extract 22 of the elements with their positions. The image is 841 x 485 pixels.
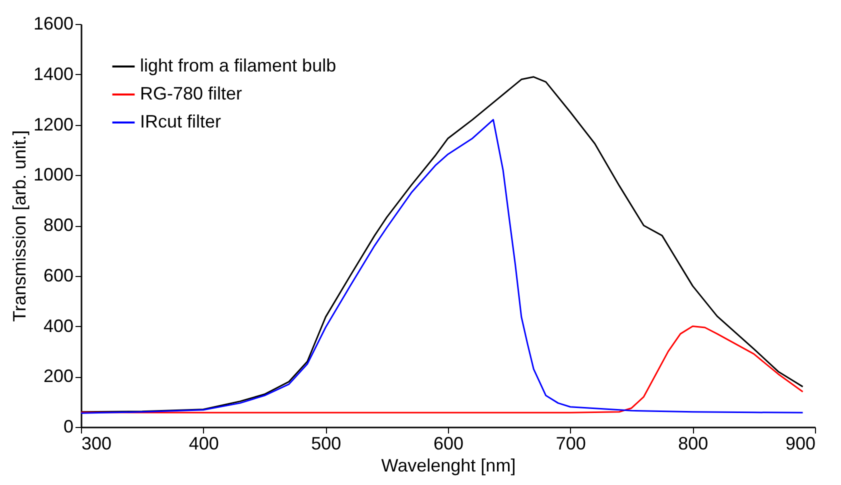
legend-label: RG-780 filter [140,84,242,104]
x-tick-label: 400 [188,434,219,454]
y-tick-label: 400 [43,316,74,336]
y-tick-label: 800 [43,215,74,235]
y-tick-label: 1600 [33,14,74,34]
legend-label: light from a filament bulb [140,56,336,76]
y-axis-title: Transmission [arb. unit.] [9,130,30,322]
y-tick-label: 200 [43,366,74,386]
x-tick-label: 600 [433,434,464,454]
x-tick-label: 300 [82,434,112,454]
legend-label: IRcut filter [140,112,222,132]
line-series [80,326,804,414]
y-tick-label: 1400 [33,64,74,84]
x-tick-label: 900 [785,434,816,454]
x-axis-title: Wavelenght [nm] [381,456,516,476]
y-tick-label: 0 [63,416,74,436]
x-tick-label: 800 [678,434,708,454]
y-tick-label: 1000 [33,164,74,185]
y-tick-label: 600 [43,265,74,286]
x-tick-label: 500 [311,434,342,454]
y-tick-label: 1200 [33,114,74,134]
x-tick-label: 700 [556,434,586,454]
